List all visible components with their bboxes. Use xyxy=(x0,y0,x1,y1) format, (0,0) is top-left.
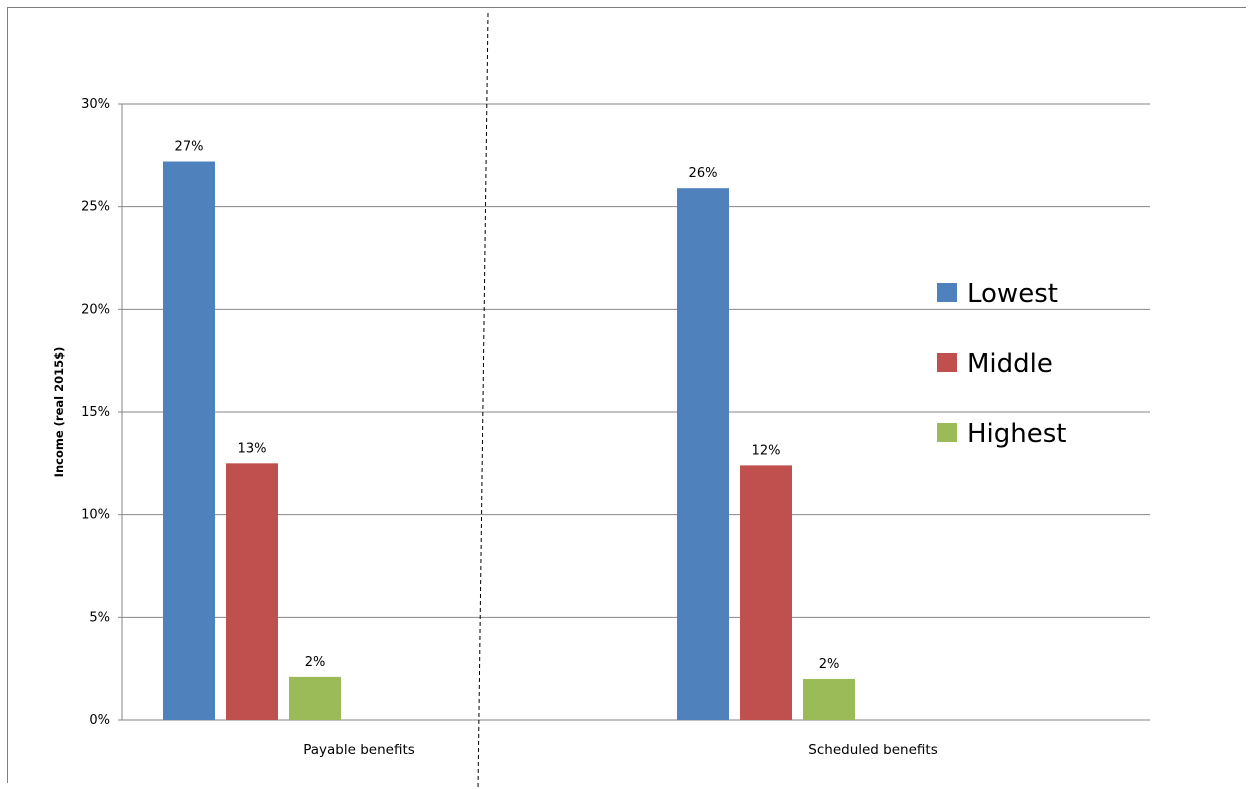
legend-label-highest: Highest xyxy=(967,419,1067,449)
y-tick-label: 5% xyxy=(89,610,110,625)
data-label: 13% xyxy=(238,441,267,456)
y-tick-labels: 0% 5% 10% 15% 20% 25% 30% xyxy=(81,97,110,728)
data-labels: 27% 13% 2% 26% 12% 2% xyxy=(175,139,840,671)
data-label: 2% xyxy=(305,655,326,670)
data-label: 2% xyxy=(819,657,840,672)
gridlines xyxy=(118,103,1150,721)
bar-highest-2 xyxy=(803,678,855,720)
bar-middle-1 xyxy=(226,463,278,720)
data-label: 12% xyxy=(752,443,781,458)
category-label: Payable benefits xyxy=(303,742,415,758)
y-tick-label: 0% xyxy=(89,713,110,728)
legend-swatch-middle xyxy=(937,353,957,372)
bar-lowest-1 xyxy=(163,161,215,720)
data-label: 26% xyxy=(689,166,718,181)
y-tick-label: 10% xyxy=(81,508,110,523)
legend-swatch-lowest xyxy=(937,283,957,302)
bar-middle-2 xyxy=(740,465,792,720)
category-labels: Payable benefits Scheduled benefits xyxy=(303,742,938,758)
legend-swatch-highest xyxy=(937,423,957,442)
y-tick-label: 25% xyxy=(81,200,110,215)
legend-label-lowest: Lowest xyxy=(967,279,1058,309)
legend: Lowest Middle Highest xyxy=(937,279,1067,449)
bar-highest-1 xyxy=(289,676,341,720)
legend-label-middle: Middle xyxy=(967,349,1053,379)
bar-lowest-2 xyxy=(677,188,729,721)
y-tick-label: 20% xyxy=(81,302,110,317)
divider-line xyxy=(477,12,489,789)
y-tick-label: 15% xyxy=(81,405,110,420)
data-label: 27% xyxy=(175,139,204,154)
bars xyxy=(163,161,855,721)
y-tick-label: 30% xyxy=(81,97,110,112)
y-axis-label: Income (real 2015$) xyxy=(52,347,66,478)
category-label: Scheduled benefits xyxy=(808,742,937,758)
